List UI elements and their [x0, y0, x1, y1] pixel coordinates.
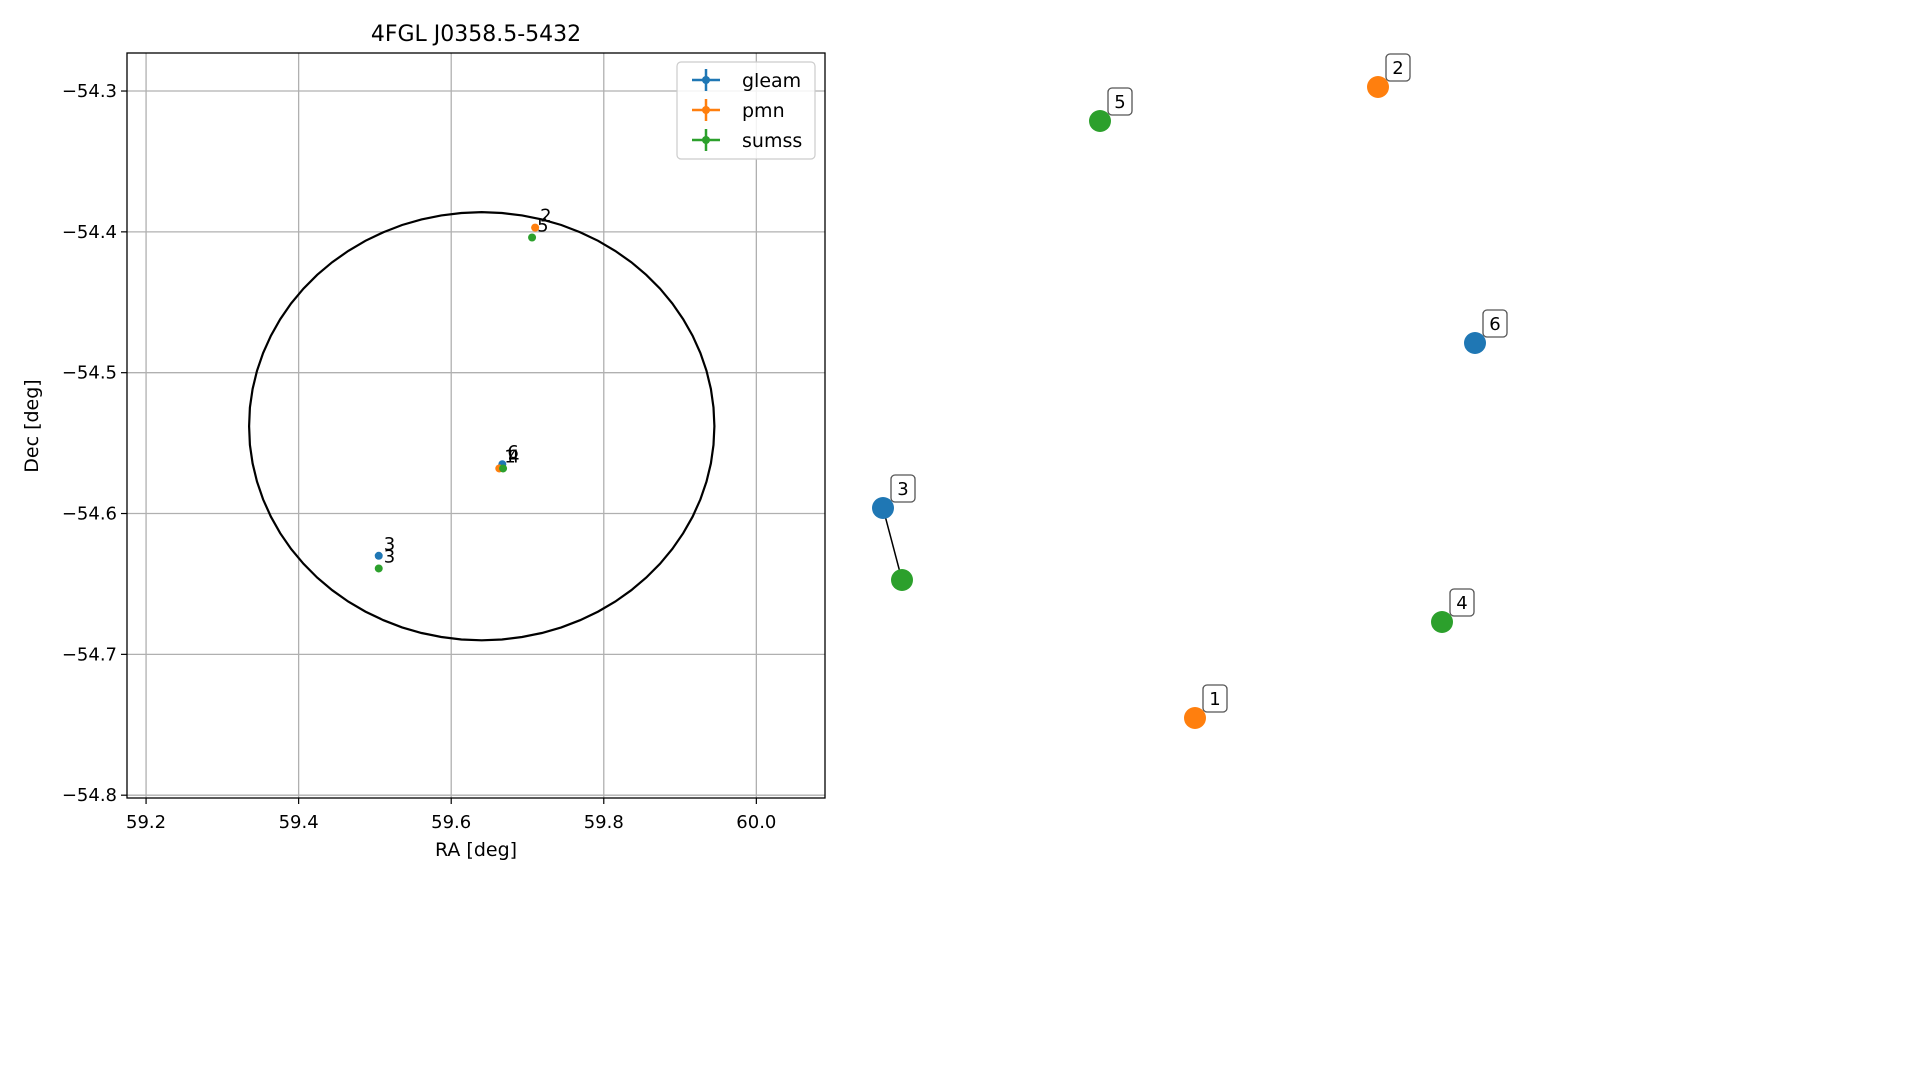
legend-marker-dot: [702, 106, 710, 114]
sumss-point: [528, 233, 537, 242]
x-axis: 59.2 59.4 59.6 59.8 60.0: [126, 798, 776, 833]
y-tick-label: −54.6: [62, 504, 117, 525]
point-label: 5: [537, 215, 548, 236]
data-points: 3 61 2 3 4 5: [374, 206, 552, 573]
gleam-point: [374, 551, 383, 560]
y-axis-label: Dec [deg]: [21, 379, 43, 472]
source-label-box: [1449, 588, 1475, 617]
source-marker: [1464, 332, 1486, 354]
source-marker: [1089, 110, 1111, 132]
point-label: 3: [384, 546, 395, 567]
point-label: 3: [384, 534, 395, 555]
x-tick-label: 60.0: [736, 812, 776, 833]
source-label: 3: [897, 479, 908, 500]
y-tick-label: −54.5: [62, 363, 117, 384]
source-label-box: [1385, 53, 1411, 82]
source-marker: [1431, 611, 1453, 633]
legend-marker-dot: [702, 136, 710, 144]
y-tick-label: −54.8: [62, 785, 117, 806]
point-label: 6: [507, 442, 518, 463]
source-marker: [1184, 707, 1206, 729]
source-label-box: [1202, 684, 1228, 713]
x-tick-label: 59.8: [584, 812, 624, 833]
sumss-point: [374, 564, 383, 573]
source-label-box: [1107, 87, 1133, 116]
source-label: 2: [1392, 58, 1403, 79]
y-tick-label: −54.7: [62, 644, 117, 665]
x-axis-label: RA [deg]: [435, 839, 517, 861]
legend: gleam pmn sumss: [676, 61, 816, 160]
pmn-point: [531, 223, 540, 232]
x-tick-label: 59.4: [279, 812, 319, 833]
y-axis: −54.3 −54.4 −54.5 −54.6 −54.7 −54.8: [62, 81, 127, 806]
y-tick-label: −54.4: [62, 222, 117, 243]
source-marker: [891, 569, 913, 591]
connector-line: [882, 507, 903, 581]
source-label-box: [1482, 309, 1508, 338]
source-label-box: [890, 474, 916, 503]
point-label: 2: [540, 206, 551, 227]
source-label: 5: [1114, 92, 1125, 113]
grid: [127, 53, 825, 798]
x-tick-label: 59.6: [431, 812, 471, 833]
source-layout-panel: 1 2 3 4 5 6: [872, 53, 1508, 729]
x-tick-label: 59.2: [126, 812, 166, 833]
legend-entry: pmn: [742, 100, 785, 122]
legend-entry: sumss: [742, 130, 802, 152]
source-label: 4: [1456, 593, 1467, 614]
legend-box: [676, 61, 816, 160]
y-tick-label: −54.3: [62, 81, 117, 102]
sumss-point: [499, 464, 508, 473]
chart-title: 4FGL J0358.5-5432: [371, 22, 581, 47]
legend-marker-dot: [702, 76, 710, 84]
legend-entry: gleam: [742, 70, 801, 92]
plot-frame: [126, 52, 826, 799]
source-marker: [872, 497, 894, 519]
point-label: 4: [508, 446, 519, 467]
source-label: 6: [1489, 314, 1500, 335]
source-marker: [1367, 76, 1389, 98]
point-label: 1: [504, 446, 515, 467]
error-circle: [247, 210, 716, 642]
sky-plot: 4FGL J0358.5-5432 59.2 59.4 59.6 59.8 60.0 −…: [21, 22, 826, 861]
source-label: 1: [1209, 689, 1220, 710]
